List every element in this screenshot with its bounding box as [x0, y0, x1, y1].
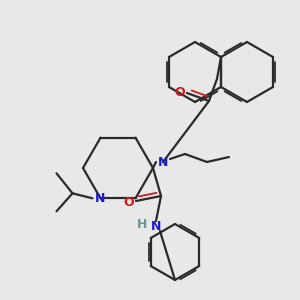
Text: N: N	[95, 192, 106, 205]
Text: O: O	[175, 86, 185, 100]
Text: N: N	[151, 220, 161, 232]
Text: O: O	[124, 196, 134, 208]
Text: N: N	[158, 155, 168, 169]
Text: H: H	[137, 218, 147, 232]
